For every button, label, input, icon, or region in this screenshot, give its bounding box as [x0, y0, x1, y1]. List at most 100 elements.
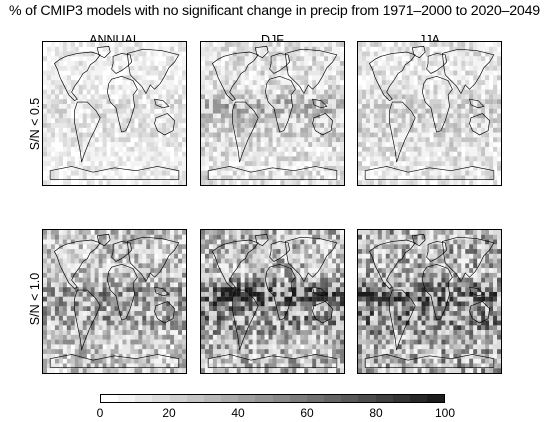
grid-cell	[389, 113, 394, 119]
grid-cell	[324, 180, 329, 185]
grid-cell	[216, 258, 222, 264]
grid-cell	[114, 244, 119, 250]
grid-cell	[272, 94, 277, 100]
grid-cell	[126, 113, 131, 119]
grid-cell	[272, 80, 277, 86]
grid-cell	[70, 170, 75, 176]
grid-cell	[473, 142, 478, 148]
grid-cell	[240, 353, 245, 359]
grid-cell	[201, 113, 206, 119]
grid-cell	[158, 180, 163, 185]
grid-cell	[86, 334, 91, 340]
grid-cell	[473, 42, 478, 47]
grid-cell	[154, 137, 159, 143]
grid-cell	[457, 123, 462, 128]
grid-cell	[232, 315, 237, 321]
grid-cell	[204, 146, 210, 152]
grid-cell	[312, 291, 317, 297]
grid-cell	[114, 249, 119, 254]
grid-cell	[46, 263, 52, 269]
grid-cell	[78, 325, 83, 331]
grid-cell	[208, 127, 214, 133]
grid-cell	[437, 46, 442, 52]
grid-cell	[336, 42, 341, 47]
grid-cell	[340, 306, 344, 312]
grid-cell	[369, 56, 375, 62]
grid-cell	[441, 70, 446, 76]
grid-cell	[58, 320, 64, 326]
grid-cell	[268, 263, 273, 269]
grid-cell	[78, 296, 83, 302]
grid-cell	[244, 244, 249, 250]
grid-cell	[300, 291, 305, 297]
grid-cell	[409, 46, 414, 52]
grid-cell	[320, 301, 325, 307]
grid-cell	[441, 132, 446, 138]
grid-cell	[154, 325, 159, 331]
grid-cell	[178, 363, 183, 369]
grid-cell	[54, 334, 60, 340]
grid-cell	[417, 108, 422, 114]
grid-cell	[94, 165, 99, 171]
grid-cell	[328, 151, 333, 157]
grid-cell	[106, 84, 111, 90]
grid-cell	[332, 99, 337, 105]
grid-cell	[208, 42, 214, 47]
grid-cell	[228, 137, 233, 143]
grid-cell	[421, 46, 426, 52]
grid-cell	[220, 151, 225, 157]
grid-cell	[481, 156, 486, 162]
grid-cell	[182, 287, 186, 293]
grid-cell	[170, 277, 175, 283]
grid-cell	[280, 320, 285, 326]
grid-cell	[244, 142, 249, 148]
grid-cell	[43, 180, 48, 185]
grid-cell	[296, 277, 301, 283]
coastline	[285, 48, 338, 95]
grid-cell	[74, 108, 79, 114]
grid-cell	[170, 75, 175, 81]
grid-cell	[236, 56, 241, 62]
grid-cell	[66, 113, 71, 119]
grid-cell	[413, 65, 418, 71]
grid-cell	[94, 61, 99, 66]
grid-cell	[146, 320, 151, 326]
coastline	[212, 239, 259, 290]
grid-cell	[296, 42, 301, 47]
grid-cell	[240, 344, 245, 350]
grid-cell	[212, 263, 218, 269]
grid-cell	[182, 161, 186, 167]
grid-cell	[328, 320, 333, 326]
grid-cell	[409, 165, 414, 171]
grid-cell	[224, 175, 229, 181]
grid-cell	[264, 291, 269, 297]
grid-cell	[86, 244, 91, 250]
grid-cell	[46, 234, 52, 240]
grid-cell	[62, 151, 67, 157]
grid-cell	[377, 230, 382, 235]
grid-cell	[58, 65, 64, 71]
grid-cell	[296, 103, 301, 109]
grid-cell	[154, 113, 159, 119]
grid-cell	[182, 315, 186, 321]
grid-cell	[340, 282, 344, 288]
grid-cell	[489, 151, 494, 157]
grid-cell	[276, 253, 281, 259]
grid-cell	[74, 61, 79, 66]
grid-cell	[154, 320, 159, 326]
grid-cell	[174, 249, 179, 254]
grid-cell	[66, 325, 71, 331]
grid-cell	[154, 363, 159, 369]
grid-cell	[58, 51, 64, 57]
grid-cell	[54, 353, 60, 359]
grid-cell	[389, 165, 394, 171]
grid-cell	[365, 46, 371, 52]
grid-cell	[142, 75, 147, 81]
grid-cell	[150, 234, 155, 240]
grid-cell	[58, 253, 64, 259]
grid-cell	[94, 46, 99, 52]
grid-cell	[292, 137, 297, 143]
grid-cell	[201, 234, 206, 240]
grid-cell	[292, 296, 297, 302]
grid-cell	[320, 349, 325, 355]
